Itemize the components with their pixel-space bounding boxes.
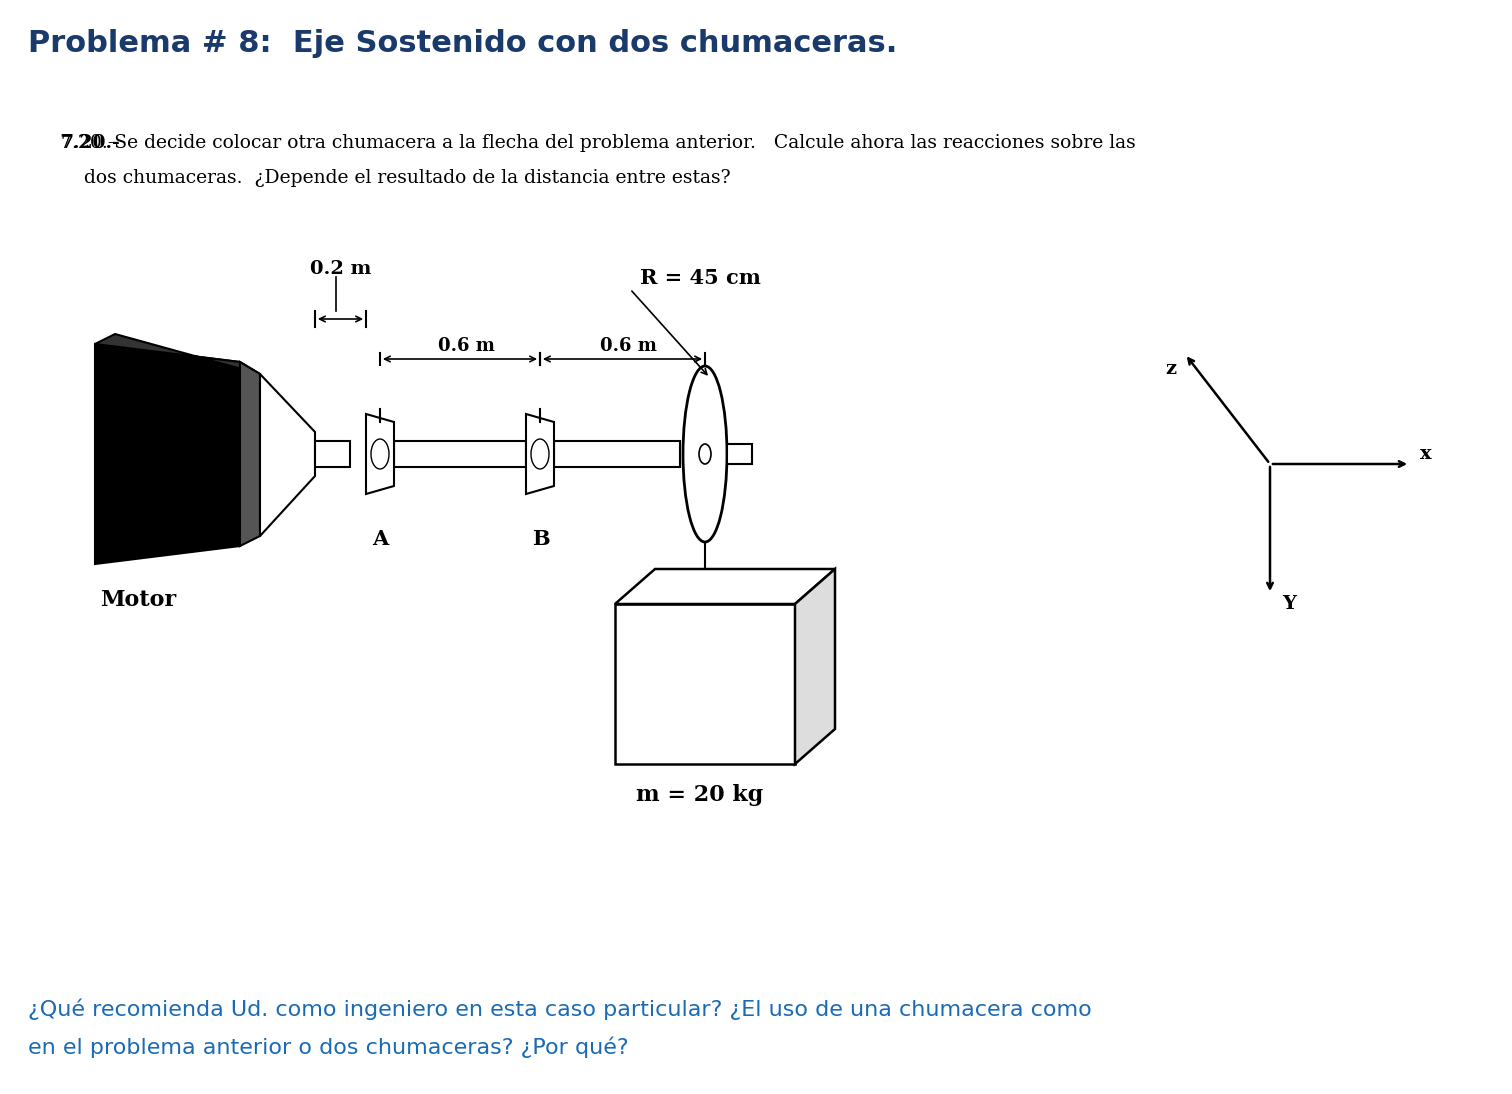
Bar (314, 441, 349, 467)
Polygon shape (795, 569, 835, 764)
Text: 0.2 m: 0.2 m (310, 260, 372, 278)
Text: en el problema anterior o dos chumaceras? ¿Por qué?: en el problema anterior o dos chumaceras… (29, 1036, 629, 1058)
Polygon shape (526, 414, 553, 494)
Polygon shape (240, 362, 260, 546)
Text: B: B (532, 529, 550, 549)
Ellipse shape (683, 366, 727, 542)
Ellipse shape (699, 444, 711, 464)
Text: Motor: Motor (100, 589, 175, 612)
Text: m = 20 kg: m = 20 kg (637, 784, 764, 806)
Polygon shape (95, 334, 260, 374)
Ellipse shape (531, 439, 549, 469)
Polygon shape (260, 374, 314, 536)
Text: 7.20.-Se decide colocar otra chumacera a la flecha del problema anterior.   Calc: 7.20.-Se decide colocar otra chumacera a… (60, 133, 1136, 152)
Text: 0.6 m: 0.6 m (600, 337, 658, 354)
Bar (395, 441, 526, 467)
Text: dos chumaceras.  ¿Depende el resultado de la distancia entre estas?: dos chumaceras. ¿Depende el resultado de… (60, 168, 730, 187)
Polygon shape (95, 344, 240, 565)
Text: Problema # 8:  Eje Sostenido con dos chumaceras.: Problema # 8: Eje Sostenido con dos chum… (29, 30, 898, 58)
Ellipse shape (370, 439, 389, 469)
Text: A: A (372, 529, 389, 549)
Polygon shape (615, 604, 795, 764)
Polygon shape (366, 414, 395, 494)
Text: Y: Y (1282, 595, 1296, 613)
Bar (727, 444, 751, 464)
Text: ¿Qué recomienda Ud. como ingeniero en esta caso particular? ¿El uso de una chuma: ¿Qué recomienda Ud. como ingeniero en es… (29, 999, 1092, 1021)
Polygon shape (615, 569, 835, 604)
Bar (553, 441, 680, 467)
Text: R = 45 cm: R = 45 cm (640, 268, 761, 288)
Text: 0.6 m: 0.6 m (438, 337, 494, 354)
Text: 7.20.-: 7.20.- (60, 133, 119, 152)
Text: x: x (1420, 445, 1432, 463)
Text: z: z (1166, 360, 1176, 379)
